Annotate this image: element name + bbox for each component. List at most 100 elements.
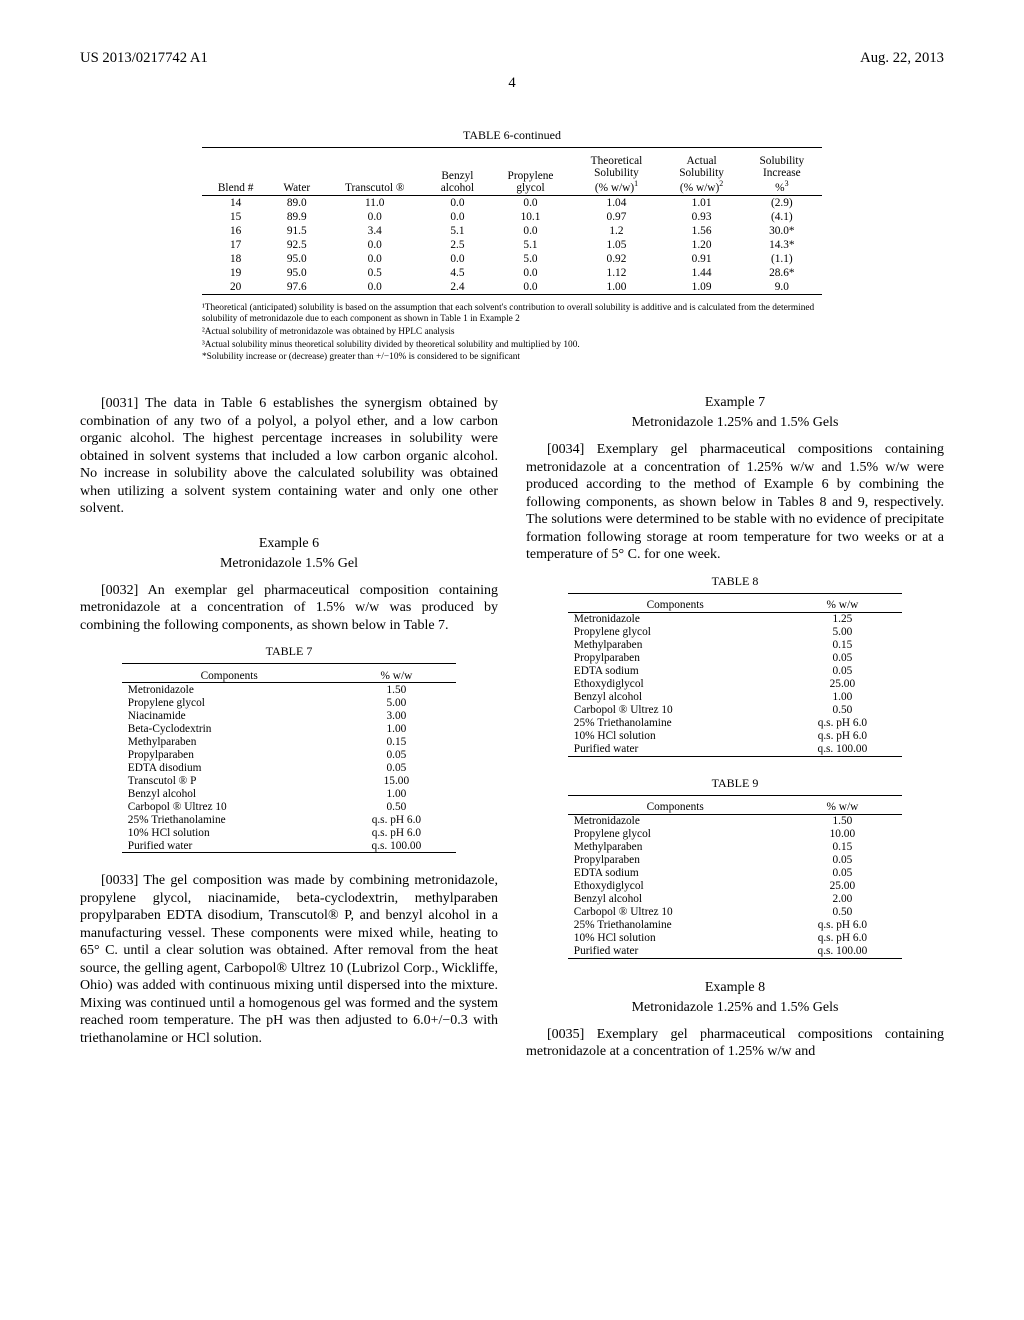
table-cell: 89.9 — [269, 210, 324, 224]
para-33: [0033] The gel composition was made by c… — [80, 872, 498, 1047]
t6-col: ActualSolubility(% w/w)2 — [661, 154, 741, 195]
table-cell: q.s. pH 6.0 — [337, 826, 457, 839]
table-cell: 25% Triethanolamine — [568, 919, 783, 932]
table-row: 25% Triethanolamineq.s. pH 6.0 — [568, 919, 902, 932]
table-cell: 0.15 — [337, 735, 457, 748]
table-cell: Benzyl alcohol — [568, 691, 783, 704]
table-row: EDTA disodium0.05 — [122, 761, 456, 774]
table-cell: 1.05 — [571, 238, 661, 252]
table-cell: 1.01 — [661, 195, 741, 210]
t9-col: % w/w — [783, 801, 903, 815]
example-8-title: Example 8 — [526, 980, 944, 996]
table-cell: 10.1 — [490, 210, 572, 224]
table-cell: 1.00 — [337, 722, 457, 735]
para-31: [0031] The data in Table 6 establishes t… — [80, 395, 498, 518]
table-cell: q.s. pH 6.0 — [783, 919, 903, 932]
table-row: 2097.60.02.40.01.001.099.0 — [202, 280, 822, 295]
table-row: Propylene glycol5.00 — [122, 696, 456, 709]
table-cell: 5.1 — [425, 224, 489, 238]
table-cell: 5.0 — [490, 252, 572, 266]
table-9: Components % w/w Metronidazole1.50Propyl… — [568, 795, 902, 962]
table-cell: q.s. 100.00 — [337, 839, 457, 853]
table-cell: 5.1 — [490, 238, 572, 252]
table-cell: 14 — [202, 195, 269, 210]
table-cell: q.s. pH 6.0 — [337, 813, 457, 826]
table-cell: Purified water — [568, 743, 783, 757]
table-cell: 10.00 — [783, 828, 903, 841]
table-cell: 0.0 — [324, 238, 425, 252]
table-cell: 95.0 — [269, 252, 324, 266]
table-row: Propylene glycol10.00 — [568, 828, 902, 841]
table-cell: 15.00 — [337, 774, 457, 787]
table-row: Ethoxydiglycol25.00 — [568, 678, 902, 691]
table-cell: 2.00 — [783, 893, 903, 906]
table-cell: 1.20 — [661, 238, 741, 252]
table-cell: 11.0 — [324, 195, 425, 210]
table-cell: 9.0 — [742, 280, 822, 295]
table-row: Carbopol ® Ultrez 100.50 — [568, 704, 902, 717]
t7-col: Components — [122, 669, 337, 683]
table-row: 10% HCl solutionq.s. pH 6.0 — [568, 730, 902, 743]
table-cell: 0.15 — [783, 639, 903, 652]
table-row: 1489.011.00.00.01.041.01(2.9) — [202, 195, 822, 210]
footnote: ³Actual solubility minus theoretical sol… — [202, 340, 822, 352]
t6-col: Propyleneglycol — [490, 154, 572, 195]
t6-col: Benzylalcohol — [425, 154, 489, 195]
table-cell: Benzyl alcohol — [122, 787, 337, 800]
para-34: [0034] Exemplary gel pharmaceutical comp… — [526, 441, 944, 564]
table-cell: 95.0 — [269, 266, 324, 280]
table-cell: 1.04 — [571, 195, 661, 210]
table-cell: Propylparaben — [122, 748, 337, 761]
table-cell: EDTA sodium — [568, 665, 783, 678]
para-32: [0032] An exemplar gel pharmaceutical co… — [80, 582, 498, 635]
table-row: Methylparaben0.15 — [568, 639, 902, 652]
t6-col: Transcutol ® — [324, 154, 425, 195]
table-row: 25% Triethanolamineq.s. pH 6.0 — [122, 813, 456, 826]
table-8-title: TABLE 8 — [526, 574, 944, 589]
table-cell: Metronidazole — [568, 814, 783, 828]
table-cell: Propylene glycol — [568, 828, 783, 841]
table-cell: 25.00 — [783, 678, 903, 691]
example-7-sub: Metronidazole 1.25% and 1.5% Gels — [526, 415, 944, 431]
table-cell: 25% Triethanolamine — [122, 813, 337, 826]
table-cell: Methylparaben — [568, 841, 783, 854]
table-row: Niacinamide3.00 — [122, 709, 456, 722]
table-cell: Transcutol ® P — [122, 774, 337, 787]
table-cell: 10% HCl solution — [568, 730, 783, 743]
table-cell: Methylparaben — [122, 735, 337, 748]
table-cell: (4.1) — [742, 210, 822, 224]
table-cell: 1.09 — [661, 280, 741, 295]
table-cell: 1.2 — [571, 224, 661, 238]
table-cell: Benzyl alcohol — [568, 893, 783, 906]
t8-col: Components — [568, 599, 783, 613]
table-cell: Beta-Cyclodextrin — [122, 722, 337, 735]
table-cell: 0.0 — [490, 280, 572, 295]
table-cell: 25% Triethanolamine — [568, 717, 783, 730]
table-row: 10% HCl solutionq.s. pH 6.0 — [122, 826, 456, 839]
table-cell: Propylparaben — [568, 652, 783, 665]
table-cell: Purified water — [122, 839, 337, 853]
table-cell: Propylene glycol — [568, 626, 783, 639]
table-cell: EDTA sodium — [568, 867, 783, 880]
table-row: EDTA sodium0.05 — [568, 867, 902, 880]
table-6: Blend # Water Transcutol ® Benzylalcohol… — [202, 147, 822, 299]
table-row: Purified waterq.s. 100.00 — [122, 839, 456, 853]
table-cell: 3.4 — [324, 224, 425, 238]
table-cell: 0.05 — [337, 748, 457, 761]
table-cell: 19 — [202, 266, 269, 280]
table-cell: 1.44 — [661, 266, 741, 280]
para-35: [0035] Exemplary gel pharmaceutical comp… — [526, 1026, 944, 1061]
table-8-block: TABLE 8 Components % w/w Metronidazole1.… — [526, 574, 944, 760]
table-cell: 5.00 — [783, 626, 903, 639]
footnote: ¹Theoretical (anticipated) solubility is… — [202, 303, 822, 326]
table-7-title: TABLE 7 — [80, 644, 498, 659]
table-cell: 0.50 — [337, 800, 457, 813]
pub-date: Aug. 22, 2013 — [860, 50, 944, 67]
table-cell: Niacinamide — [122, 709, 337, 722]
table-cell: 1.00 — [571, 280, 661, 295]
table-8: Components % w/w Metronidazole1.25Propyl… — [568, 593, 902, 760]
t8-col: % w/w — [783, 599, 903, 613]
table-cell: 1.50 — [337, 683, 457, 697]
table-row: Ethoxydiglycol25.00 — [568, 880, 902, 893]
table-cell: 0.50 — [783, 704, 903, 717]
